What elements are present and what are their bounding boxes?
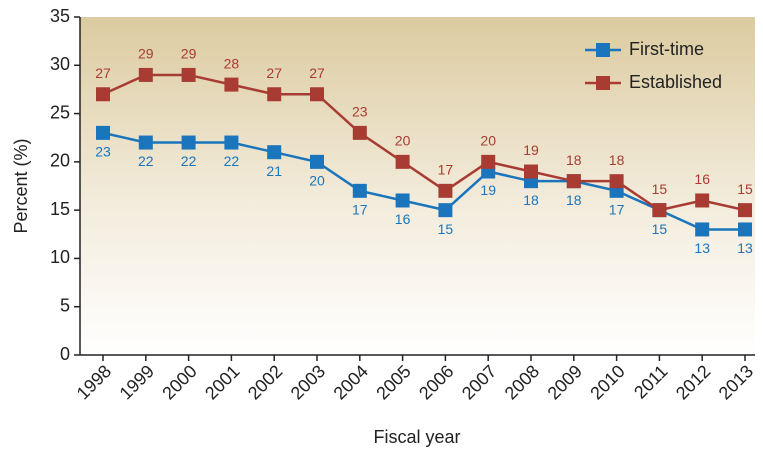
data-label: 18 [566,152,582,168]
data-label: 22 [224,153,240,169]
data-label: 23 [352,104,368,120]
series-line [102,131,745,231]
data-label: 18 [609,152,625,168]
marker [695,222,710,237]
marker [181,67,196,82]
x-tick-label: 2007 [458,361,500,403]
marker [695,193,710,208]
marker [395,154,410,169]
marker [181,135,196,150]
marker [224,77,239,92]
marker [267,87,282,102]
x-tick-label: 2011 [630,361,672,403]
marker [566,174,581,189]
data-label: 19 [480,182,496,198]
legend-label: Established [629,72,722,92]
data-label: 20 [395,133,411,149]
marker [310,154,324,169]
y-tick-label: 0 [60,344,70,364]
legend-marker [596,76,610,90]
y-tick-label: 15 [50,199,70,219]
data-label: 27 [95,65,111,81]
marker [652,203,667,218]
y-tick-label: 10 [50,247,70,267]
marker [438,183,453,198]
x-tick-label: 2012 [672,361,714,403]
y-tick-label: 20 [50,151,70,171]
marker [96,87,110,102]
series-line [102,73,746,212]
x-tick-label: 2003 [287,361,329,403]
marker [738,222,752,237]
x-tick-label: 2013 [715,361,757,403]
marker [224,135,239,150]
data-label: 17 [352,202,368,218]
legend-marker [596,43,610,57]
legend-label: First-time [629,39,704,59]
data-label: 23 [95,144,111,160]
marker [481,154,496,169]
data-label: 15 [737,181,753,197]
data-label: 20 [309,173,325,189]
data-label: 27 [266,65,282,81]
data-label: 21 [266,163,282,179]
y-tick-label: 35 [50,6,70,26]
marker [438,203,453,218]
data-label: 16 [694,171,710,187]
marker [310,87,324,102]
data-label: 19 [523,142,539,158]
x-tick-label: 2006 [415,361,457,403]
x-tick-label: 2010 [586,361,628,403]
data-label: 18 [566,192,582,208]
data-label: 17 [438,162,454,178]
data-label: 16 [395,211,411,227]
data-label: 13 [737,240,753,256]
data-label: 17 [609,202,625,218]
data-label: 29 [181,46,197,62]
data-label: 15 [652,181,668,197]
marker [738,203,752,218]
x-tick-label: 2005 [372,361,414,403]
x-tick-label: 1998 [73,361,115,403]
data-label: 29 [138,46,154,62]
y-axis-label: Percent (%) [11,138,31,233]
marker [352,125,367,140]
x-tick-label: 2001 [201,361,243,403]
x-axis-label: Fiscal year [373,427,460,447]
data-label: 15 [438,221,454,237]
marker [138,67,153,82]
marker [138,135,153,150]
data-label: 18 [523,192,539,208]
marker [352,183,367,198]
x-tick-label: 2008 [501,361,543,403]
marker [395,193,410,208]
marker [267,145,282,160]
data-label: 22 [181,153,197,169]
marker [609,174,624,189]
marker [524,164,538,179]
data-label: 13 [694,240,710,256]
data-label: 27 [309,65,325,81]
x-tick-label: 2002 [244,361,286,403]
x-tick-label: 2000 [158,361,200,403]
y-tick-label: 30 [50,54,70,74]
y-tick-label: 25 [50,102,70,122]
x-tick-label: 2004 [330,361,372,403]
x-tick-label: 1999 [116,361,158,403]
y-tick-label: 5 [60,295,70,315]
x-tick-label: 2009 [544,361,586,403]
data-label: 15 [652,221,668,237]
data-label: 28 [224,55,240,71]
data-label: 22 [138,153,154,169]
marker [96,125,110,140]
data-label: 20 [480,133,496,149]
